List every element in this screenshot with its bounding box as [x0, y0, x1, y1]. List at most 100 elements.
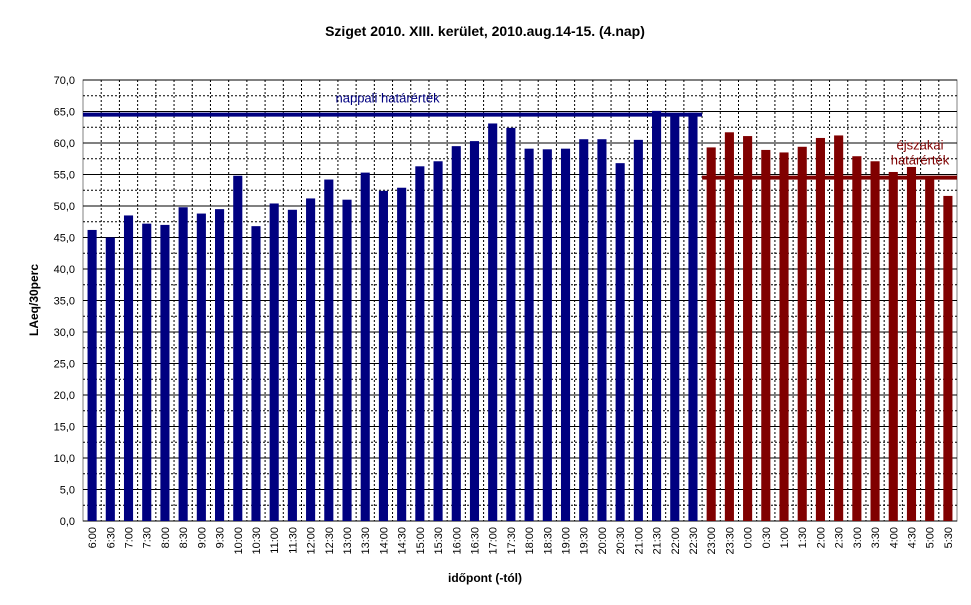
x-tick-label: 1:00: [779, 527, 791, 548]
bar: [251, 226, 261, 521]
x-tick-label: 14:30: [397, 527, 409, 555]
y-tick-label: 10,0: [54, 453, 75, 465]
x-tick-label: 16:00: [451, 527, 463, 555]
chart-title: Sziget 2010. XIII. kerület, 2010.aug.14-…: [325, 23, 645, 39]
y-tick-label: 65,0: [54, 107, 75, 119]
y-tick-label: 40,0: [54, 264, 75, 276]
x-tick-label: 8:30: [178, 527, 190, 548]
x-tick-label: 3:00: [852, 527, 864, 548]
x-tick-label: 6:00: [87, 527, 99, 548]
x-tick-label: 5:00: [925, 527, 937, 548]
bar: [433, 161, 443, 521]
x-tick-label: 7:00: [124, 527, 136, 548]
x-tick-label: 13:00: [342, 527, 354, 555]
bar: [87, 229, 97, 521]
y-axis-label: LAeq/30perc: [27, 264, 41, 336]
bar: [233, 175, 243, 521]
y-tick-label: 5,0: [60, 485, 75, 497]
bar: [287, 209, 297, 521]
x-tick-label: 18:30: [542, 527, 554, 555]
x-tick-label: 4:30: [906, 527, 918, 548]
bar: [579, 139, 589, 521]
bar: [888, 171, 898, 522]
x-tick-label: 15:30: [433, 527, 445, 555]
bar: [306, 198, 316, 521]
bar: [943, 195, 953, 522]
bar: [615, 163, 625, 521]
y-tick-label: 45,0: [54, 233, 75, 245]
bar: [906, 166, 917, 521]
y-tick-label: 0,0: [60, 516, 75, 528]
y-tick-labels: 0,0 5,0 10,0 15,0 20,0 25,0 30,0 35,0 40,0 45,0 50…: [54, 75, 75, 528]
x-tick-label: 18:00: [524, 527, 536, 555]
x-tick-label: 9:00: [196, 527, 208, 548]
x-tick-label: 8:00: [160, 527, 172, 548]
x-tick-label: 23:00: [706, 527, 718, 555]
bar: [834, 135, 844, 521]
bar: [706, 147, 716, 521]
x-tick-label: 3:30: [870, 527, 882, 548]
y-tick-label: 20,0: [54, 390, 75, 402]
x-tick-label: 17:00: [488, 527, 500, 555]
x-tick-label: 20:30: [615, 527, 627, 555]
bar: [870, 161, 880, 521]
y-tick-label: 50,0: [54, 201, 75, 213]
bar: [105, 237, 115, 521]
y-tick-label: 60,0: [54, 138, 75, 150]
x-tick-label: 0:30: [761, 527, 773, 548]
bar: [670, 114, 680, 522]
bar: [451, 146, 461, 521]
x-tick-label: 12:00: [306, 527, 318, 555]
x-tick-label: 11:30: [287, 527, 299, 554]
bar: [469, 141, 480, 522]
y-tick-label: 35,0: [54, 296, 75, 308]
bar: [269, 203, 279, 522]
bar: [488, 123, 498, 521]
x-tick-label: 15:00: [415, 527, 427, 555]
x-tick-label: 21:00: [633, 527, 645, 555]
bar: [633, 139, 643, 521]
bar: [524, 148, 534, 522]
reference-line-label: nappali határérték: [336, 91, 441, 106]
x-tick-label: 12:30: [324, 527, 336, 555]
x-tick-label: 5:30: [943, 527, 955, 548]
bar: [724, 132, 734, 522]
bar: [178, 207, 188, 521]
x-tick-label: 22:30: [688, 527, 700, 555]
y-tick-label: 25,0: [54, 359, 75, 371]
x-tick-label: 19:00: [561, 527, 573, 555]
x-tick-label: 6:30: [105, 527, 117, 548]
x-tick-label: 22:00: [670, 527, 682, 555]
bar: [378, 190, 388, 521]
x-tick-label: 2:30: [834, 527, 846, 548]
y-tick-label: 30,0: [54, 327, 75, 339]
bar: [397, 187, 407, 522]
bar: [360, 172, 370, 522]
x-tick-label: 23:30: [724, 527, 736, 555]
bar: [815, 137, 825, 521]
x-tick-label: 21:30: [652, 527, 664, 555]
x-tick-label: 4:00: [888, 527, 900, 548]
reference-line-label: éjszakai: [897, 138, 944, 153]
bar: [597, 139, 607, 521]
x-tick-label: 19:30: [579, 527, 591, 555]
bar: [160, 224, 170, 521]
x-tick-label: 14:00: [378, 527, 390, 555]
bar: [542, 149, 552, 522]
bar: [215, 209, 225, 521]
x-tick-label: 17:30: [506, 527, 518, 555]
grid-lines: [82, 79, 958, 522]
bar: [925, 178, 935, 521]
x-tick-label: 9:30: [215, 527, 227, 548]
x-tick-label: 11:00: [269, 527, 281, 554]
bar: [196, 213, 206, 521]
x-tick-label: 1:30: [797, 527, 809, 548]
y-tick-label: 70,0: [54, 75, 75, 87]
bar: [852, 156, 862, 522]
bar: [743, 136, 753, 521]
bar: [324, 179, 334, 522]
x-tick-label: 7:30: [142, 527, 154, 548]
bar: [342, 199, 352, 521]
